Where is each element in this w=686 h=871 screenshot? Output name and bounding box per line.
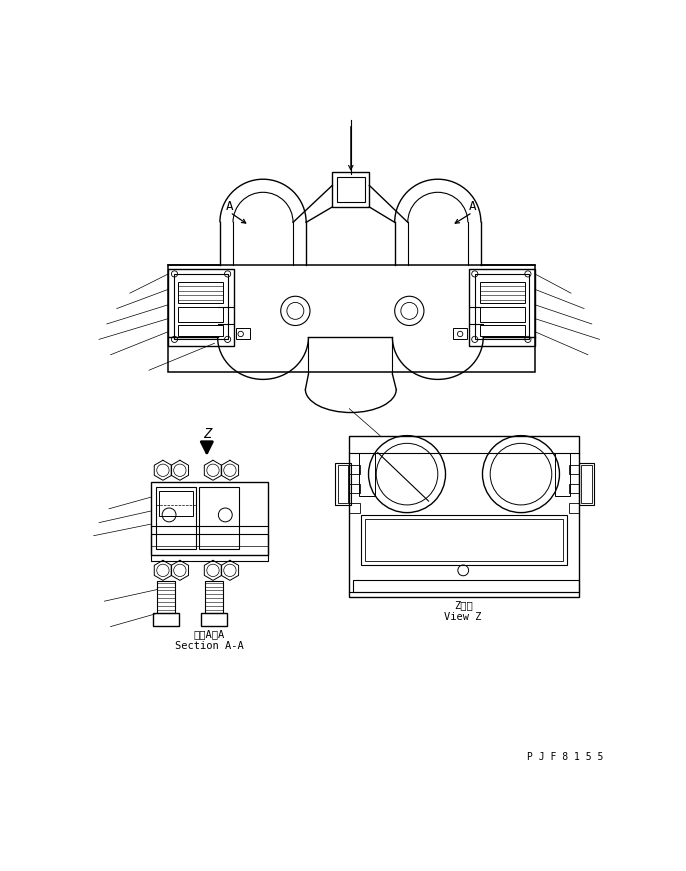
Bar [569,484,580,493]
Text: View Z: View Z [445,611,482,622]
Bar [480,281,525,303]
Bar [174,273,228,340]
Bar [168,265,535,373]
Bar [475,273,529,340]
Bar [365,519,563,561]
Bar [178,307,223,322]
Bar [569,503,580,513]
Bar [204,581,223,613]
Text: A: A [469,200,476,213]
Bar [337,177,365,202]
Bar [569,465,580,474]
Bar [199,487,239,549]
Bar [349,484,360,493]
Text: Section A-A: Section A-A [175,641,244,651]
Bar [581,465,592,503]
Text: 断面A－A: 断面A－A [193,629,225,639]
Bar [178,281,223,303]
Text: A: A [226,200,234,213]
Bar [453,327,467,340]
Text: P J F 8 1 5 5: P J F 8 1 5 5 [527,753,603,762]
Bar [361,515,567,565]
Bar [332,172,369,207]
Bar [338,465,348,503]
Bar [178,325,223,336]
Bar [349,503,360,513]
Bar [151,482,268,555]
Bar [579,463,594,505]
Bar [159,491,193,516]
Bar [151,534,268,561]
Bar [353,580,579,592]
Bar [200,613,227,625]
Bar [153,613,179,625]
Bar [469,268,535,346]
Text: Z: Z [202,427,211,441]
Bar [349,465,360,474]
Bar [156,487,196,549]
Bar [168,268,234,346]
Bar [157,581,175,613]
Bar [359,453,375,496]
Bar [555,453,570,496]
Bar [236,327,250,340]
Bar [480,307,525,322]
Bar [480,325,525,336]
Bar [335,463,351,505]
Text: Z　視: Z 視 [454,600,473,610]
Bar [349,436,579,598]
